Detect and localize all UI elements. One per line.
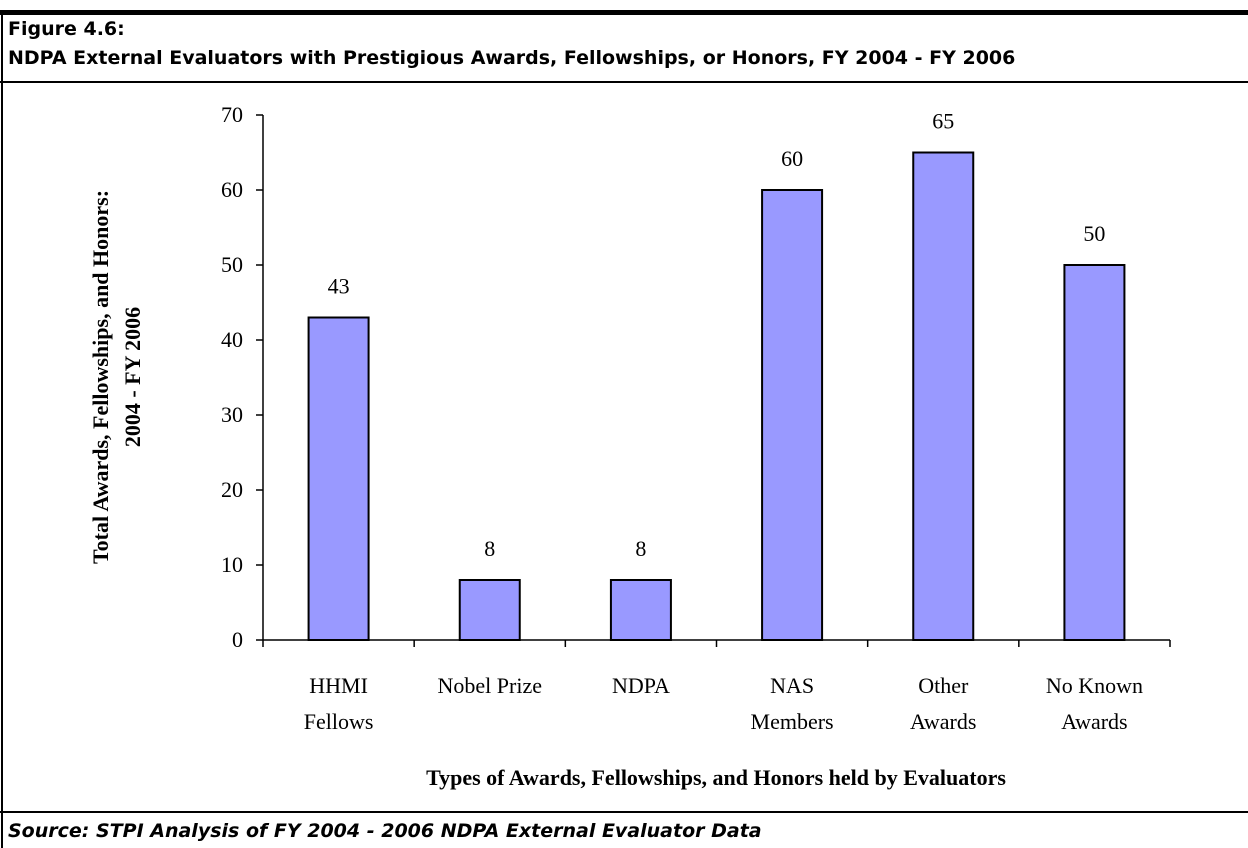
top-border (0, 10, 1248, 15)
x-tick-label: HHMI (309, 673, 368, 698)
data-label: 60 (781, 146, 803, 171)
y-tick-label: 70 (221, 102, 243, 127)
y-axis-title: Total Awards, Fellowships, and Honors: 2… (88, 190, 145, 564)
bar (912, 151, 975, 641)
data-label: 50 (1083, 221, 1105, 246)
x-tick-label: No Known (1046, 673, 1143, 698)
y-axis-title-line: Total Awards, Fellowships, and Honors: (88, 190, 113, 564)
x-tick-label: NAS (770, 673, 814, 698)
source: Source: STPI Analysis of FY 2004 - 2006 … (8, 820, 762, 842)
data-label: 8 (635, 536, 646, 561)
y-tick-label: 0 (232, 627, 243, 652)
y-tick-label: 50 (221, 252, 243, 277)
data-label: 43 (328, 274, 350, 299)
x-tick-label: Fellows (304, 709, 374, 734)
chart-title: NDPA External Evaluators with Prestigiou… (8, 47, 1015, 69)
x-tick-label: Awards (1061, 709, 1127, 734)
figure-label: Figure 4.6: (8, 18, 125, 40)
x-axis-title: Types of Awards, Fellowships, and Honors… (426, 765, 1006, 790)
y-tick-label: 20 (221, 477, 243, 502)
bar (609, 579, 672, 641)
x-tick-label: Members (751, 709, 834, 734)
x-tick-label: NDPA (612, 673, 670, 698)
y-tick-label: 40 (221, 327, 243, 352)
x-tick-label: Awards (910, 709, 976, 734)
bar (1063, 264, 1126, 641)
bar (307, 316, 370, 641)
bar (458, 579, 521, 641)
x-tick-label: Nobel Prize (438, 673, 542, 698)
y-axis-title-line: 2004 - FY 2006 (120, 307, 145, 447)
data-label: 8 (484, 536, 495, 561)
bar (761, 189, 824, 641)
data-label: 65 (932, 109, 954, 134)
x-tick-label: Other (918, 673, 969, 698)
y-tick-label: 30 (221, 402, 243, 427)
y-tick-label: 10 (221, 552, 243, 577)
y-tick-label: 60 (221, 177, 243, 202)
